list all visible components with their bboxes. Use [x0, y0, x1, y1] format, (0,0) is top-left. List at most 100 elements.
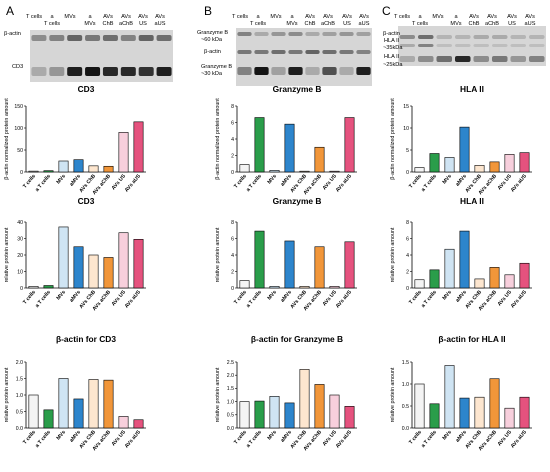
blot-band — [305, 32, 320, 36]
y-tick-label: 15 — [403, 104, 409, 110]
lane-label-bottom: MVs — [286, 21, 297, 27]
bar-avs-aus — [133, 419, 144, 429]
blot-band — [254, 32, 269, 36]
chart-title: CD3 — [78, 196, 95, 206]
bar-amvs — [284, 402, 295, 429]
blot-band — [491, 44, 508, 47]
bar-mvs — [58, 160, 69, 173]
lane-label-top: AVs — [305, 14, 315, 20]
blot-band — [510, 35, 527, 39]
bar-avs-aus — [519, 262, 530, 289]
bar-a-t-cells — [429, 403, 440, 429]
bar-a-t-cells — [43, 409, 54, 429]
blot-band — [305, 67, 320, 75]
bar-a-t-cells — [43, 170, 54, 173]
blot-band — [120, 67, 136, 76]
lane-label-top: AVs — [323, 14, 333, 20]
bar-avs-chb — [299, 170, 310, 173]
marker-label: CD3 — [12, 64, 23, 70]
blot-band — [237, 67, 252, 75]
y-tick-label: 10 — [17, 269, 23, 275]
x-tick-label: AVs aUS — [335, 289, 354, 310]
lane-label-top: a — [256, 14, 260, 20]
y-tick-label: 4 — [231, 137, 234, 143]
bar-amvs — [284, 123, 295, 173]
chart-title: β-actin for Granzyme B — [251, 334, 343, 344]
bar-mvs — [444, 157, 455, 173]
marker-label: ~60 kDa — [201, 37, 223, 43]
panel-labels: A B C — [6, 4, 391, 18]
x-tick-label: AVs aUS — [124, 289, 143, 310]
x-tick-label: AVs aUS — [124, 429, 143, 450]
y-tick-label: 1.0 — [16, 393, 23, 399]
chart-3: HLA II β-actin normalized protein amount 0… — [390, 84, 532, 196]
lane-label-top: a — [454, 14, 458, 20]
bar-t-cells — [239, 164, 250, 173]
y-tick-label: 0 — [231, 170, 234, 176]
y-tick-label: 0 — [20, 286, 23, 292]
blot-band — [254, 50, 269, 54]
y-tick-label: 10 — [403, 126, 409, 132]
y-axis-label: β-actin normalized protein amount — [4, 98, 10, 180]
marker-label: β-actin — [383, 31, 400, 37]
marker-label: Granzyme B — [197, 30, 228, 36]
y-tick-label: 100 — [14, 126, 23, 132]
marker-label: ~25kDa — [383, 62, 403, 68]
x-tick-label: aMVs — [280, 173, 293, 187]
y-tick-label: 30 — [17, 236, 23, 242]
x-tick-label: MVs — [267, 173, 279, 185]
y-tick-label: 0 — [406, 170, 409, 176]
chart-title: Granzyme B — [273, 196, 322, 206]
bar-avs-achb — [489, 378, 500, 429]
y-axis-label: relative protein amount — [215, 367, 221, 422]
y-tick-label: 40 — [17, 220, 23, 226]
blot-band — [237, 32, 252, 36]
lane-label-top: AVs — [507, 14, 517, 20]
blot-band — [102, 67, 118, 76]
blot-band — [491, 56, 508, 62]
y-axis-label: relative protein amount — [215, 227, 221, 282]
bar-a-t-cells — [254, 117, 265, 173]
chart-2: Granzyme B β-actin normalized protein amo… — [215, 84, 357, 196]
x-tick-label: AVs aUS — [510, 289, 529, 310]
bar-avs-achb — [103, 379, 114, 429]
x-tick-label: a T cells — [420, 173, 438, 193]
chart-title: Granzyme B — [273, 84, 322, 94]
blot-band — [254, 67, 269, 75]
bar-amvs — [284, 240, 295, 289]
y-tick-label: 0.0 — [16, 426, 23, 432]
bar-avs-chb — [88, 254, 99, 289]
y-axis-label: relative protein amount — [390, 367, 396, 422]
blot-band — [288, 50, 303, 54]
bar-avs-aus — [344, 241, 355, 289]
bar-mvs — [444, 248, 455, 289]
lane-label-top: AVs — [155, 14, 165, 20]
y-tick-label: 0 — [20, 170, 23, 176]
bar-a-t-cells — [429, 153, 440, 173]
chart-title: HLA II — [460, 196, 484, 206]
y-tick-label: 0.5 — [402, 404, 409, 410]
blot-band — [49, 35, 65, 41]
bar-avs-chb — [299, 286, 310, 289]
bar-a-t-cells — [254, 230, 265, 289]
bar-mvs — [269, 396, 280, 429]
x-tick-label: MVs — [267, 289, 279, 301]
marker-label: Granzyme B — [201, 64, 232, 70]
y-tick-label: 0.5 — [227, 413, 234, 419]
bar-avs-chb — [88, 379, 99, 429]
y-axis-label: relative protein amount — [390, 227, 396, 282]
blot-band — [473, 35, 490, 39]
y-tick-label: 150 — [14, 104, 23, 110]
lane-label-top: a — [50, 14, 54, 20]
blot-band — [528, 56, 545, 62]
bar-avs-us — [329, 286, 340, 289]
x-tick-label: aMVs — [455, 429, 468, 443]
marker-label: HLA II — [384, 54, 400, 60]
blot-band — [271, 32, 286, 36]
bar-amvs — [459, 397, 470, 429]
blot-band — [31, 67, 47, 76]
panel-label-b: B — [204, 4, 212, 18]
lane-label-top: AVs — [487, 14, 497, 20]
lane-label-bottom: ChB — [305, 21, 316, 27]
